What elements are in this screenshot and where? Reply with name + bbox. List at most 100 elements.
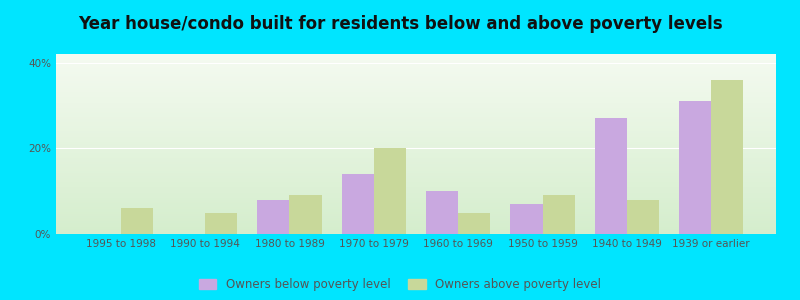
Bar [56,95,776,97]
Bar [56,99,776,101]
Bar [56,193,776,194]
Bar [56,175,776,176]
Bar [56,221,776,223]
Bar [56,85,776,86]
Bar [56,184,776,185]
Bar [56,211,776,212]
Bar [56,142,776,144]
Bar [56,207,776,209]
Bar [56,209,776,211]
Bar [56,68,776,70]
Bar [627,200,659,234]
Bar [56,164,776,166]
Bar [56,166,776,167]
Bar [56,110,776,112]
Bar [56,205,776,207]
Bar [56,153,776,155]
Bar [56,112,776,113]
Bar [56,122,776,124]
Bar [56,171,776,173]
Bar [56,202,776,203]
Bar [56,128,776,130]
Bar [56,214,776,216]
Bar [290,195,322,234]
Bar [56,162,776,164]
Bar [56,97,776,99]
Bar [56,191,776,193]
Bar [258,200,290,234]
Bar [56,117,776,119]
Bar [56,58,776,59]
Bar [56,216,776,218]
Bar [56,148,776,149]
Bar [374,148,406,234]
Bar [56,103,776,104]
Bar [56,160,776,162]
Bar [56,63,776,65]
Bar [56,169,776,171]
Bar [56,59,776,61]
Bar [56,149,776,151]
Bar [679,101,711,234]
Bar [56,70,776,72]
Bar [56,220,776,221]
Bar [56,194,776,196]
Bar [542,195,574,234]
Bar [510,204,542,234]
Bar [426,191,458,234]
Bar [56,131,776,133]
Bar [205,213,237,234]
Bar [56,225,776,227]
Bar [56,92,776,94]
Bar [56,88,776,90]
Bar [56,200,776,202]
Bar [56,144,776,146]
Bar [56,180,776,182]
Bar [56,83,776,85]
Bar [56,173,776,175]
Bar [458,213,490,234]
Text: Year house/condo built for residents below and above poverty levels: Year house/condo built for residents bel… [78,15,722,33]
Bar [56,77,776,79]
Bar [56,81,776,83]
Bar [121,208,153,234]
Bar [56,124,776,126]
Bar [56,198,776,200]
Bar [56,203,776,205]
Bar [56,187,776,189]
Bar [56,155,776,157]
Bar [56,56,776,58]
Bar [56,167,776,169]
Legend: Owners below poverty level, Owners above poverty level: Owners below poverty level, Owners above… [198,278,602,291]
Bar [56,185,776,187]
Bar [342,174,374,234]
Bar [56,137,776,139]
Bar [56,86,776,88]
Bar [595,118,627,234]
Bar [56,106,776,108]
Bar [56,140,776,142]
Bar [56,61,776,63]
Bar [56,230,776,232]
Bar [56,133,776,135]
Bar [56,218,776,220]
Bar [56,135,776,137]
Bar [56,67,776,68]
Bar [56,65,776,67]
Bar [56,119,776,121]
Bar [56,113,776,115]
Bar [56,72,776,74]
Bar [56,108,776,110]
Bar [56,196,776,198]
Bar [56,157,776,158]
Bar [56,223,776,225]
Bar [56,76,776,77]
Bar [56,79,776,81]
Bar [56,101,776,103]
Bar [711,80,743,234]
Bar [56,158,776,160]
Bar [56,232,776,234]
Bar [56,178,776,180]
Bar [56,229,776,230]
Bar [56,189,776,191]
